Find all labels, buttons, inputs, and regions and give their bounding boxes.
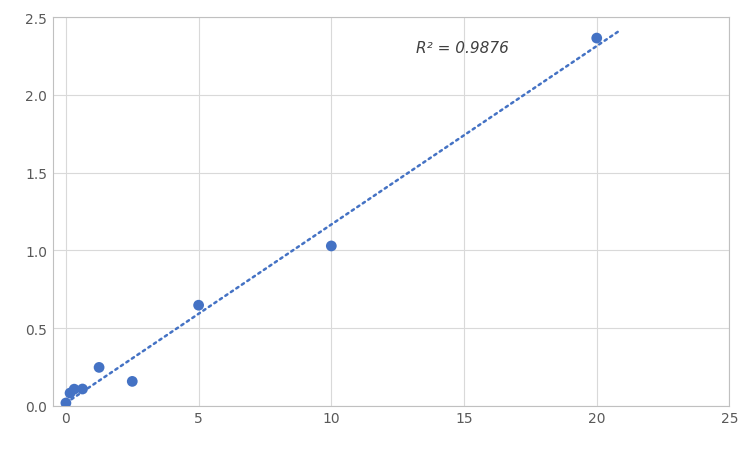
Point	[64, 390, 76, 397]
Point	[326, 243, 338, 250]
Point	[60, 400, 72, 407]
Point	[126, 378, 138, 385]
Point	[77, 386, 89, 393]
Point	[68, 386, 80, 393]
Point	[193, 302, 205, 309]
Point	[93, 364, 105, 371]
Text: R² = 0.9876: R² = 0.9876	[417, 41, 509, 56]
Point	[591, 35, 603, 42]
